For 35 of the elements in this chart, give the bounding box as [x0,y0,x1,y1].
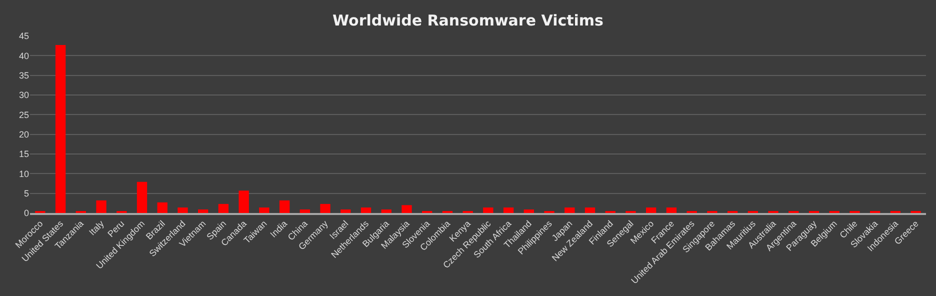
bar [157,202,168,213]
x-tick-label: Italy [87,218,106,238]
bar [198,209,208,213]
y-tick-label: 5 [24,188,29,198]
y-tick-label: 10 [18,168,29,179]
y-tick-label: 25 [18,110,29,120]
y-tick-label: 40 [18,50,29,61]
y-tick-label: 45 [18,31,29,42]
bar [279,200,290,213]
bar [666,207,677,213]
bar [300,209,310,213]
y-tick-label: 15 [18,149,29,160]
bar [340,209,351,213]
y-tick-label: 20 [18,129,29,140]
bar [55,45,66,213]
bar [360,207,372,213]
chart-title: Worldwide Ransomware Victims [332,11,604,30]
bar [564,207,575,213]
bar [259,207,270,213]
bar [584,207,596,213]
bar [402,205,412,213]
bar [218,204,229,213]
bar [96,200,106,213]
y-tick-label: 30 [18,90,29,100]
y-tick-label: 0 [24,208,29,218]
bar [136,182,148,213]
bar [503,207,514,213]
bar [381,209,392,213]
bar [238,190,249,213]
y-tick-label: 35 [18,70,29,80]
bar [524,209,534,213]
bar [178,207,188,213]
bar [483,207,494,213]
bar [646,207,656,213]
bar [320,204,330,213]
